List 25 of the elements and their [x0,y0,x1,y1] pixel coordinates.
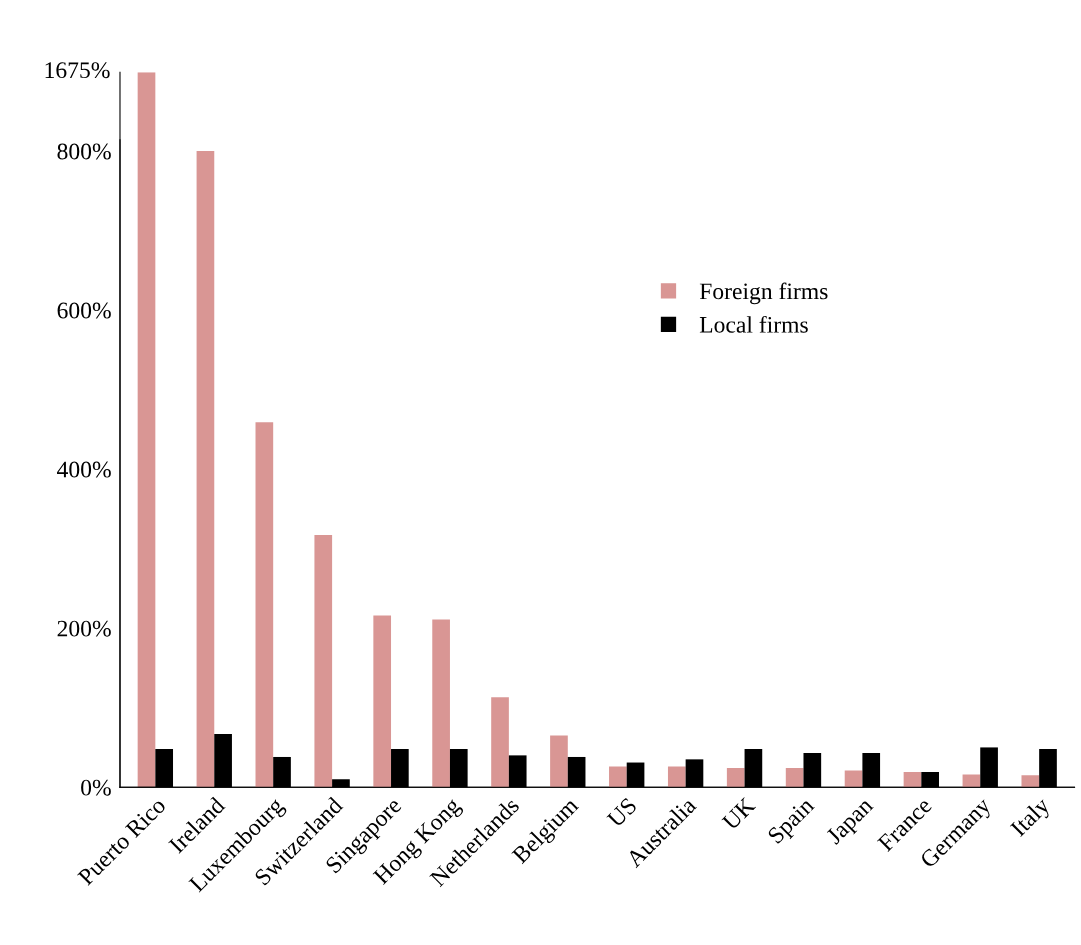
y-tick-label: 800% [57,143,111,160]
bar [785,768,804,788]
bar [373,615,392,788]
y-tick-label: 400% [57,461,111,478]
bar [550,735,568,788]
bar [903,772,922,788]
bar [314,535,333,788]
bar [962,774,981,788]
y-tick-label: 200% [57,620,111,637]
legend-label: Local firms [699,315,808,333]
bar [609,766,627,788]
bar [432,619,450,788]
bar [491,697,509,788]
bar [726,768,745,788]
bar [667,766,686,788]
legend-label: Foreign firms [699,282,828,305]
x-tick-label: Italy [1009,795,1055,841]
bar [196,150,215,788]
bar [255,422,274,788]
bar [1021,775,1040,788]
bar [844,770,863,788]
text: 1675% [45,62,110,79]
y-tick-label: 600% [57,302,111,319]
x-tick-label: UK [721,796,757,832]
y-tick-label: 0% [81,779,111,796]
